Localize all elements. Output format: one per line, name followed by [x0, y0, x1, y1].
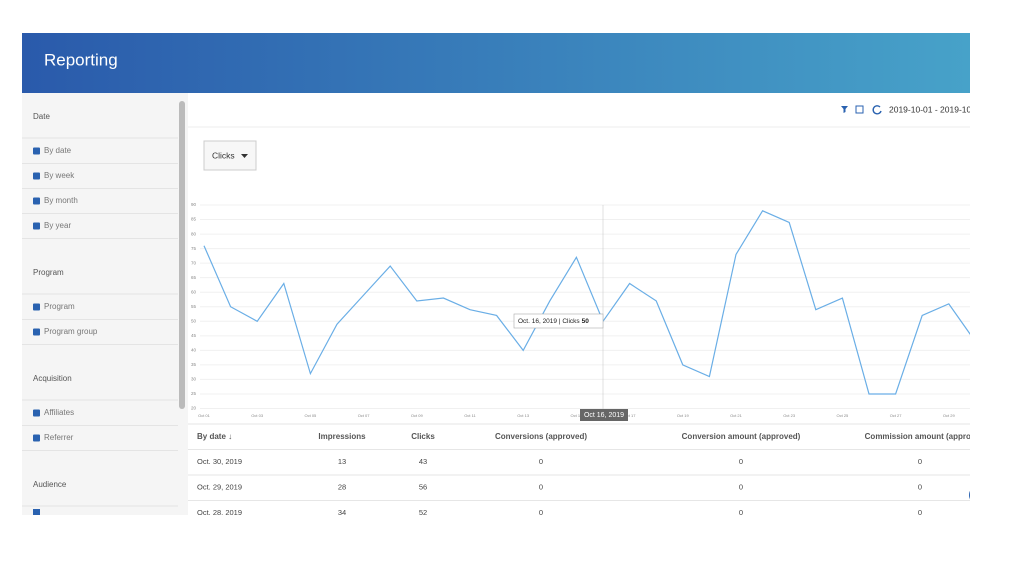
table-cell: Oct. 30, 2019	[197, 457, 242, 466]
sidebar-section: Program	[33, 268, 64, 277]
sidebar-item[interactable]: By date	[44, 146, 72, 155]
sidebar-item[interactable]: Referrer	[44, 433, 74, 442]
y-tick-label: 85	[191, 217, 197, 222]
sidebar-item-icon	[33, 509, 40, 515]
table-header: Impressions	[318, 432, 366, 441]
help-button[interactable]	[969, 486, 987, 504]
sidebar-icon	[33, 197, 40, 205]
x-tick-label: Oct 01	[198, 413, 211, 418]
y-tick-label: 45	[191, 333, 197, 338]
table-cell: 34	[338, 508, 346, 517]
table-cell: 0	[539, 457, 543, 466]
export-icon[interactable]	[855, 105, 864, 114]
x-tick-label: Oct 23	[783, 413, 796, 418]
y-tick-label: 20	[191, 406, 197, 411]
sidebar-item[interactable]: By month	[44, 196, 78, 205]
x-tick-label: Oct 05	[305, 413, 318, 418]
table-header: Conversion amount (approved)	[682, 432, 801, 441]
header-title: Reporting	[44, 50, 118, 69]
scrollbar[interactable]	[179, 101, 185, 409]
sidebar-icon	[33, 303, 40, 311]
table-cell: 0	[739, 508, 743, 517]
x-tick-label: Oct 17	[624, 413, 637, 418]
x-tick-label: Oct 07	[358, 413, 371, 418]
y-tick-label: 75	[191, 246, 197, 251]
table-cell: Oct. 28, 2019	[197, 508, 242, 517]
x-tick-label: Oct 27	[890, 413, 903, 418]
y-tick-label: 80	[191, 231, 197, 236]
filter-icon[interactable]	[841, 106, 848, 113]
table-header: Commission amount (approv	[865, 432, 976, 441]
y-tick-label: 40	[191, 348, 197, 353]
sidebar-item[interactable]: Program	[44, 302, 75, 311]
tooltip-label: Oct. 16, 2019 | Clicks	[518, 318, 580, 325]
sidebar-icon	[33, 222, 40, 230]
table-cell: 0	[739, 482, 743, 491]
table-header: Conversions (approved)	[495, 432, 587, 441]
x-tick-label: Oct 25	[837, 413, 850, 418]
x-tick-label: Oct 19	[677, 413, 690, 418]
y-tick-label: 60	[191, 289, 197, 294]
dropdown-caret	[241, 154, 248, 158]
sidebar-item[interactable]: Affiliates	[44, 408, 74, 417]
y-tick-label: 30	[191, 377, 197, 382]
crosshair-label-bg	[580, 409, 628, 421]
x-tick-label: Oct 13	[517, 413, 530, 418]
y-tick-label: 50	[191, 318, 197, 323]
sidebar-section: Acquisition	[33, 374, 72, 383]
table-header[interactable]: By date ↓	[197, 432, 232, 441]
y-tick-label: 35	[191, 362, 197, 367]
sidebar-section: Audience	[33, 480, 67, 489]
app: Reporting 2019-10-01 - 2019-10-3 Clicks …	[22, 33, 987, 517]
x-tick-label: Oct 21	[730, 413, 743, 418]
table-header: Clicks	[411, 432, 435, 441]
y-tick-label: 55	[191, 304, 197, 309]
y-tick-label: 90	[191, 202, 197, 207]
y-tick-label: 70	[191, 260, 197, 265]
y-tick-label: 25	[191, 391, 197, 396]
table-cell: 0	[739, 457, 743, 466]
sidebar-item[interactable]: By week	[44, 171, 75, 180]
metric-dropdown[interactable]	[203, 140, 257, 171]
date-range[interactable]: 2019-10-01 - 2019-10-3	[889, 104, 979, 114]
x-tick-label: Oct 29	[943, 413, 956, 418]
table-cell: 0	[918, 508, 922, 517]
table-cell: 13	[338, 457, 346, 466]
sidebar-icon	[33, 409, 40, 417]
line-series	[203, 210, 970, 395]
x-tick-label: Oct 09	[411, 413, 424, 418]
crosshair-label: Oct 16, 2019	[584, 412, 624, 419]
sidebar-section: Date	[33, 112, 50, 121]
table-cell: 0	[918, 482, 922, 491]
header	[22, 33, 970, 93]
table-cell: 0	[918, 457, 922, 466]
sidebar-icon	[33, 147, 40, 155]
refresh-icon[interactable]	[872, 105, 882, 115]
x-tick-label: Oct 03	[251, 413, 264, 418]
x-tick-label: Oct 11	[464, 413, 476, 418]
x-tick-label: Oct 15	[571, 413, 584, 418]
sidebar-item[interactable]: Program group	[44, 327, 98, 336]
tooltip-text: Oct. 16, 2019 | Clicks 50	[518, 318, 589, 325]
tooltip	[513, 313, 604, 329]
table-cell: 43	[419, 457, 427, 466]
y-tick-label: 65	[191, 275, 197, 280]
table-cell: 52	[419, 508, 427, 517]
table-cell: Oct. 29, 2019	[197, 482, 242, 491]
tooltip-value: 50	[582, 318, 590, 325]
metric-dropdown-label[interactable]: Clicks	[212, 150, 235, 160]
table-cell: 0	[539, 508, 543, 517]
sidebar-icon	[33, 172, 40, 180]
table-cell: 0	[539, 482, 543, 491]
table-cell: 28	[338, 482, 346, 491]
sidebar-icon	[33, 328, 40, 336]
sidebar-icon	[33, 434, 40, 442]
sidebar-item[interactable]: By year	[44, 221, 71, 230]
table-cell: 56	[419, 482, 427, 491]
